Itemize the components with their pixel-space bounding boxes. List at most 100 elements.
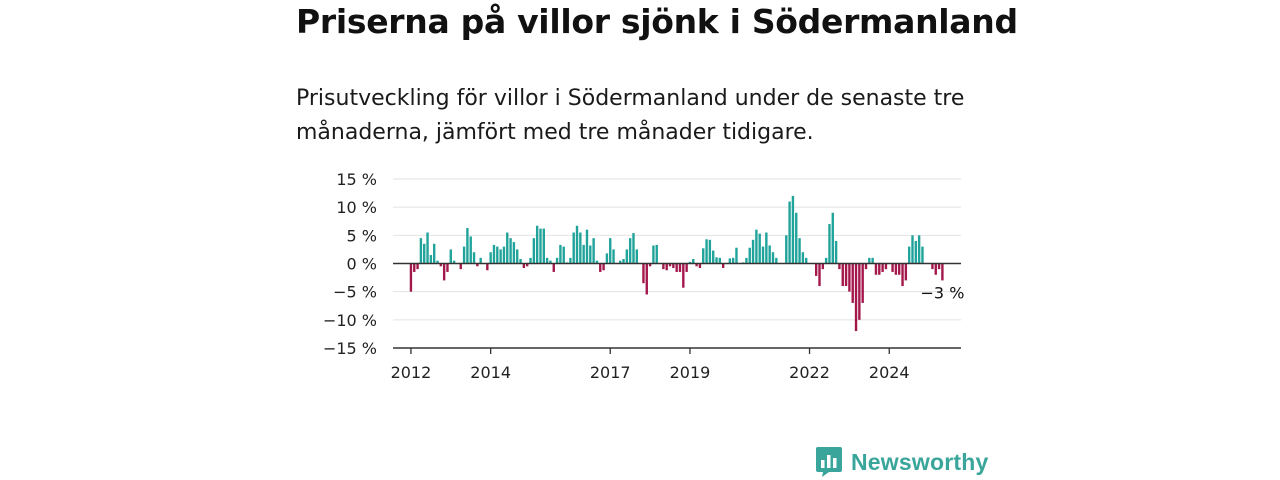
last-value-label: −3 % <box>921 283 965 302</box>
bar <box>848 263 851 292</box>
bar <box>602 263 605 271</box>
y-tick-label: 5 % <box>347 226 377 245</box>
bar <box>628 238 632 264</box>
bar <box>761 246 765 264</box>
bar <box>672 263 675 269</box>
bar <box>502 246 506 264</box>
bar <box>871 257 874 264</box>
bar <box>442 263 446 281</box>
bar <box>426 232 429 264</box>
y-tick-label: 0 % <box>347 255 377 274</box>
bar <box>668 263 672 267</box>
bar <box>755 229 758 264</box>
bar <box>821 263 825 270</box>
bar <box>901 263 904 287</box>
bar <box>907 246 911 264</box>
bar <box>798 238 801 264</box>
bar <box>635 249 639 264</box>
bar <box>496 246 499 264</box>
y-tick-label: −5 % <box>333 283 377 302</box>
bar <box>549 260 552 264</box>
bar <box>599 263 602 272</box>
bar <box>678 263 682 272</box>
bar <box>904 263 908 281</box>
bar <box>708 239 712 264</box>
newsworthy-logo-icon <box>816 447 842 477</box>
bar <box>479 257 482 264</box>
bar <box>605 253 609 264</box>
bar <box>642 263 645 284</box>
bar <box>818 263 821 287</box>
bar <box>718 257 722 264</box>
bar <box>688 261 692 264</box>
bar <box>506 232 509 264</box>
bar <box>682 263 685 288</box>
bar <box>439 263 443 267</box>
x-tick-label: 2022 <box>789 363 830 382</box>
bar <box>702 248 705 264</box>
bar <box>715 257 718 264</box>
bar <box>748 247 751 264</box>
x-tick-label: 2012 <box>391 363 432 382</box>
y-axis-labels: 15 % 10 % 5 % 0 % −5 % −10 % −15 % <box>323 170 377 358</box>
bar <box>542 228 545 264</box>
bar <box>519 258 522 264</box>
bar <box>459 263 462 270</box>
x-tick-label: 2019 <box>670 363 711 382</box>
annotations: −3 % <box>921 283 965 302</box>
bar <box>645 263 648 295</box>
bar <box>844 263 848 287</box>
axes <box>393 262 961 354</box>
bar <box>878 263 881 275</box>
brand-logo[interactable]: Newsworthy <box>815 446 988 478</box>
bar <box>499 249 502 264</box>
bar <box>788 201 791 264</box>
bar <box>731 257 735 264</box>
bar <box>721 263 725 269</box>
bar <box>516 249 519 264</box>
bar <box>941 263 944 281</box>
bar <box>462 246 466 264</box>
bar <box>768 245 771 264</box>
bar <box>569 257 572 264</box>
y-tick-label: −10 % <box>323 311 377 330</box>
bar <box>575 225 579 264</box>
bar <box>805 257 808 264</box>
bar <box>735 247 738 264</box>
bar <box>751 239 755 264</box>
chart-subtitle: Prisutveckling för villor i Södermanland… <box>296 86 965 145</box>
bar <box>914 240 918 264</box>
x-axis-labels: 2012 2014 2017 2019 2022 2024 <box>391 363 910 382</box>
y-tick-label: 15 % <box>336 170 377 189</box>
bar <box>492 244 496 264</box>
bar <box>851 263 854 303</box>
bar <box>545 257 549 264</box>
bar <box>824 257 828 264</box>
bar <box>648 263 652 267</box>
bar <box>469 236 472 264</box>
bar <box>612 249 615 264</box>
y-tick-label: 10 % <box>336 198 377 217</box>
bar <box>559 244 562 264</box>
bar <box>472 252 476 264</box>
bar <box>655 244 658 264</box>
bar <box>625 249 629 264</box>
bar <box>409 263 413 292</box>
bar <box>791 195 795 264</box>
bar <box>698 263 702 269</box>
bar <box>446 263 449 272</box>
bar <box>917 235 921 264</box>
bar <box>665 263 668 271</box>
bar <box>466 228 469 264</box>
bar <box>585 229 589 264</box>
bar <box>841 263 844 287</box>
brand-name: Newsworthy <box>851 448 989 475</box>
bar <box>868 257 871 264</box>
bar <box>692 258 695 264</box>
bar <box>579 232 582 264</box>
bar <box>828 224 831 264</box>
bars <box>409 195 944 332</box>
bar <box>652 245 655 264</box>
bar <box>423 243 426 264</box>
bar <box>685 263 688 272</box>
